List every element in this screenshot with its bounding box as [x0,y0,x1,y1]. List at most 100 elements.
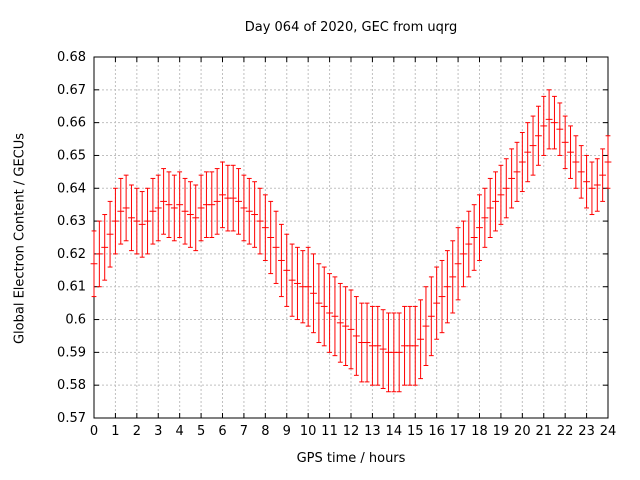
error-bar [508,148,516,209]
error-bars-series [90,89,612,393]
error-bar [481,187,489,248]
error-bar [170,174,178,242]
x-tick-label: 18 [471,424,488,439]
error-bar [524,122,532,183]
error-bar [165,171,173,238]
error-bar [176,171,184,238]
error-bar [331,276,339,357]
error-bar [192,184,200,252]
error-bar [160,168,168,235]
error-bar [154,174,162,242]
x-tick-label: 23 [578,424,595,439]
x-tick-label: 15 [407,424,424,439]
error-bar [529,115,537,176]
error-bar [561,115,569,170]
error-bar [352,296,360,376]
x-tick-label: 9 [283,424,291,439]
error-bar [277,223,285,298]
x-tick-label: 10 [300,424,317,439]
error-bar [492,171,499,232]
error-bar [342,286,350,366]
y-tick-label: 0.63 [57,214,86,229]
y-tick-label: 0.62 [57,247,86,262]
error-bar [106,200,114,268]
y-tick-label: 0.64 [57,181,86,196]
error-bar [117,177,125,245]
error-bar [315,263,323,344]
x-tick-label: 19 [493,424,510,439]
error-bar [310,253,317,334]
error-bar [422,286,430,366]
x-tick-label: 22 [557,424,574,439]
y-tick-label: 0.68 [57,50,86,65]
error-bar [235,168,242,235]
error-bar [272,210,280,284]
error-bar [320,266,328,347]
error-bar [438,259,446,334]
error-bar [460,220,467,288]
chart-title: Day 064 of 2020, GEC from uqrg [244,20,458,35]
error-bar [186,181,194,248]
error-bar [551,95,558,150]
x-tick-label: 3 [154,424,162,439]
x-tick-label: 12 [343,424,360,439]
x-tick-label: 17 [450,424,467,439]
error-bar [545,89,553,150]
error-bar [411,305,419,386]
error-bar [288,243,296,317]
error-bar [144,187,151,255]
error-bar [593,158,601,212]
error-bar [197,174,205,242]
error-bar [358,302,366,383]
error-bar [599,148,607,202]
error-bar [122,174,130,242]
x-axis-title: GPS time / hours [296,451,406,466]
error-bar [283,233,291,307]
error-bar [112,187,119,255]
error-bar [101,214,109,281]
y-tick-label: 0.6 [65,313,86,328]
error-bar [133,187,141,255]
error-bar [326,273,333,353]
y-tick-label: 0.65 [57,148,86,163]
error-bar [390,312,398,393]
error-bar [497,164,505,225]
error-bar [208,171,216,238]
error-bar [470,204,478,271]
error-bar [245,177,253,245]
error-bar [513,141,521,202]
y-tick-label: 0.61 [57,280,86,295]
error-bar [465,210,473,278]
y-tick-label: 0.59 [57,345,86,360]
error-bar [347,289,355,370]
error-bar [443,250,451,324]
x-tick-label: 6 [218,424,226,439]
error-bar [138,191,146,258]
error-bar [374,305,382,386]
y-tick-label: 0.58 [57,378,86,393]
y-tick-label: 0.57 [57,411,86,426]
error-bar [229,164,237,232]
x-tick-label: 20 [514,424,531,439]
x-tick-label: 21 [535,424,552,439]
x-tick-label: 5 [197,424,205,439]
error-bar [294,246,301,321]
error-bar [540,95,548,156]
error-bar [427,276,435,357]
error-bar [476,194,483,261]
error-bar [534,105,542,166]
error-bar [304,246,312,327]
x-tick-label: 13 [364,424,381,439]
error-bar [363,302,371,383]
error-bar [251,181,259,248]
error-bar [604,135,612,189]
x-tick-label: 8 [261,424,269,439]
x-tick-label: 7 [240,424,248,439]
error-bar [572,135,580,189]
error-bar [256,187,264,255]
error-bar [433,266,441,340]
x-tick-label: 2 [133,424,141,439]
x-tick-label: 0 [90,424,98,439]
